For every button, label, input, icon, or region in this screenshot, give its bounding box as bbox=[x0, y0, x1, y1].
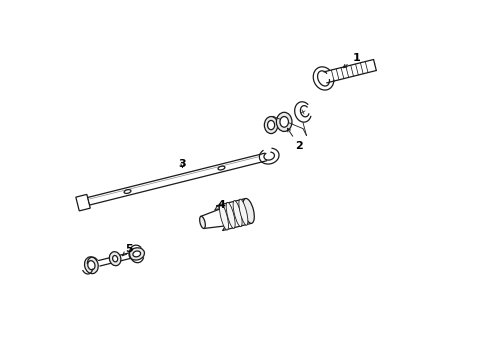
Ellipse shape bbox=[219, 204, 228, 230]
Text: 2: 2 bbox=[287, 128, 303, 151]
Ellipse shape bbox=[267, 121, 274, 130]
Ellipse shape bbox=[133, 251, 141, 257]
Ellipse shape bbox=[226, 202, 235, 228]
Text: 5: 5 bbox=[122, 244, 133, 256]
Ellipse shape bbox=[199, 216, 205, 229]
Ellipse shape bbox=[264, 117, 277, 134]
Ellipse shape bbox=[112, 256, 118, 262]
Text: 1: 1 bbox=[343, 53, 359, 68]
Ellipse shape bbox=[243, 198, 254, 223]
Ellipse shape bbox=[276, 112, 291, 131]
Ellipse shape bbox=[87, 261, 95, 270]
Text: 4: 4 bbox=[214, 200, 225, 210]
Ellipse shape bbox=[233, 201, 242, 227]
Text: 3: 3 bbox=[178, 159, 186, 169]
Polygon shape bbox=[76, 194, 90, 211]
Ellipse shape bbox=[129, 248, 144, 260]
Ellipse shape bbox=[109, 252, 121, 266]
Ellipse shape bbox=[218, 166, 224, 170]
Ellipse shape bbox=[239, 199, 247, 225]
Ellipse shape bbox=[279, 117, 288, 127]
Ellipse shape bbox=[84, 257, 98, 274]
Ellipse shape bbox=[124, 190, 131, 193]
